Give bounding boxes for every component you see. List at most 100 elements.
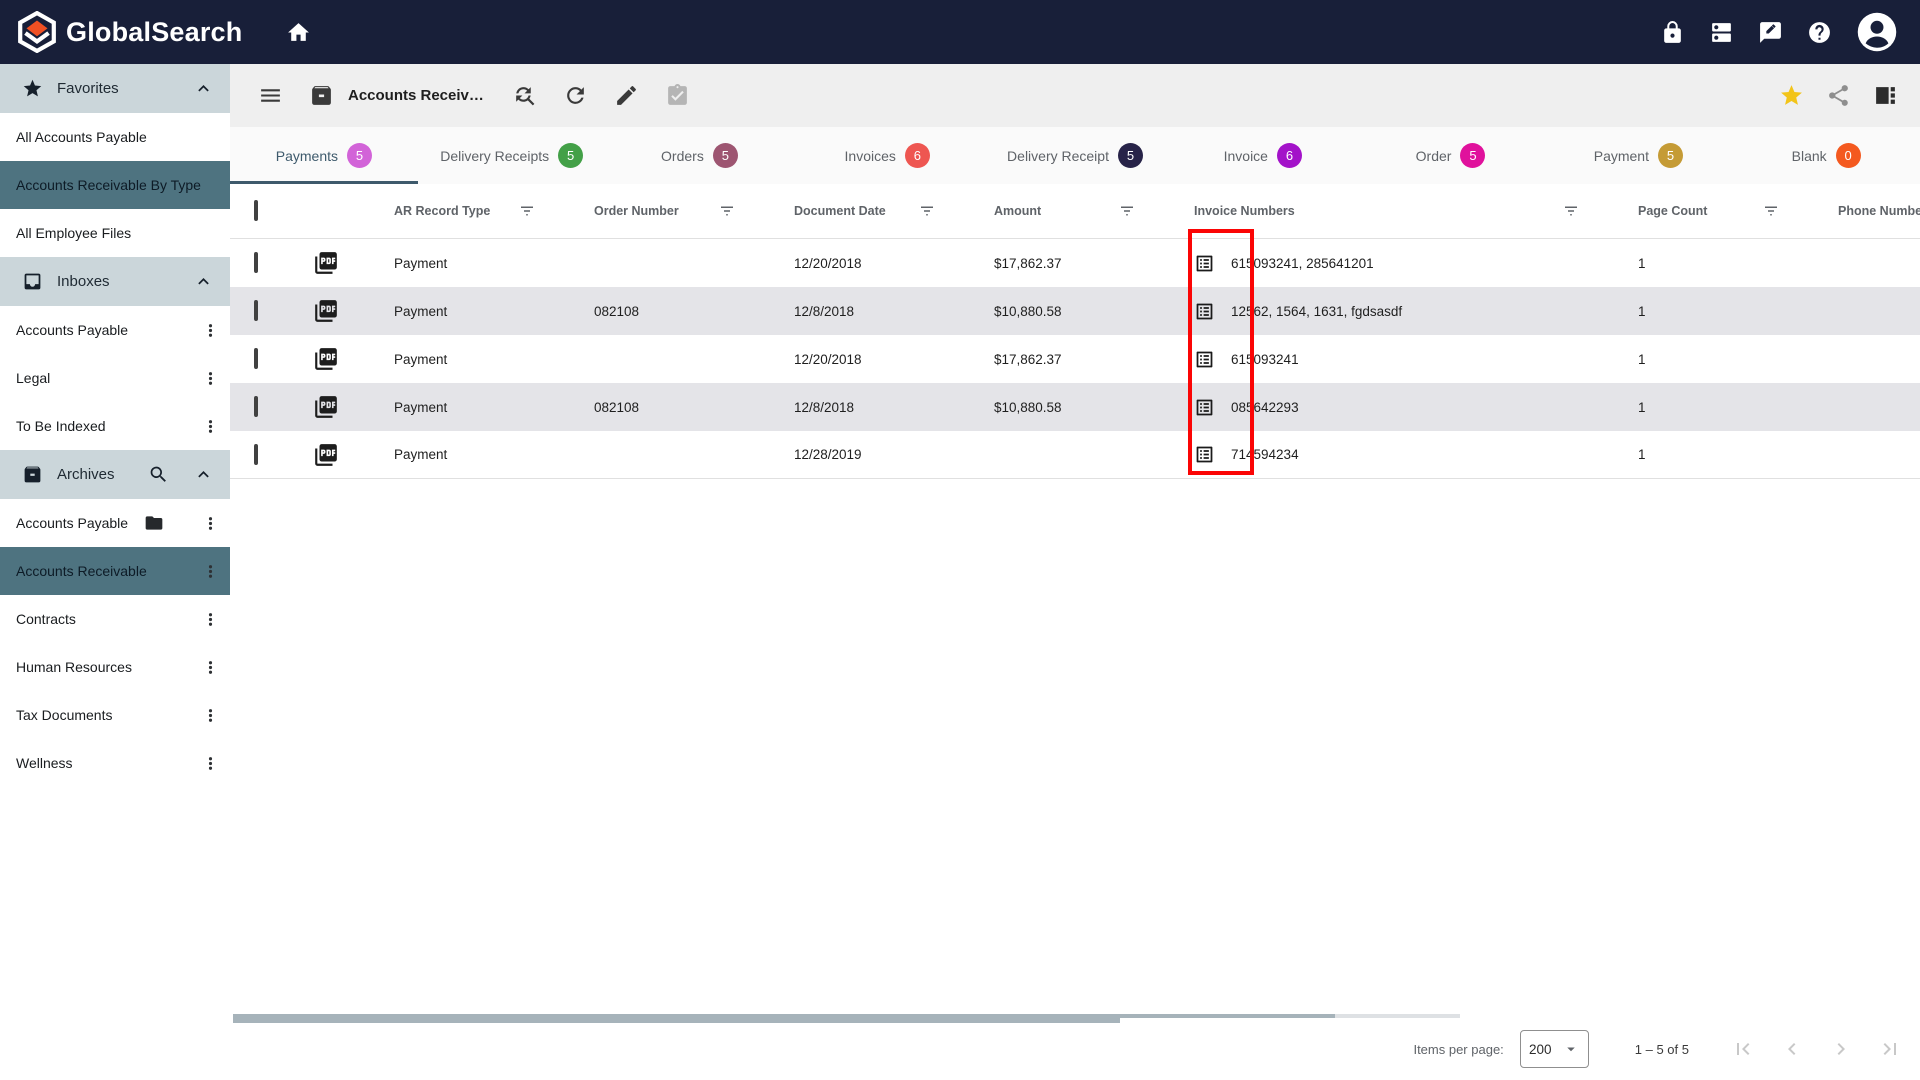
top-bar: GlobalSearch: [0, 0, 1920, 64]
count-badge: 5: [1657, 143, 1683, 168]
sidebar-item-inbox-legal[interactable]: Legal: [0, 354, 230, 402]
tab-payment[interactable]: Payment 5: [1544, 127, 1732, 184]
list-alt-icon[interactable]: [1194, 253, 1215, 274]
sidebar-item-inbox-to-be-indexed[interactable]: To Be Indexed: [0, 402, 230, 450]
sidebar-item-all-accounts-payable[interactable]: All Accounts Payable: [0, 113, 230, 161]
previous-page-icon[interactable]: [1780, 1037, 1804, 1061]
storage-icon[interactable]: [1709, 20, 1734, 45]
home-icon[interactable]: [286, 20, 311, 45]
row-checkbox[interactable]: [254, 443, 258, 465]
chevron-up-icon[interactable]: [193, 464, 214, 485]
sidebar-item-archive-accounts-payable[interactable]: Accounts Payable: [0, 499, 230, 547]
pdf-icon[interactable]: [313, 250, 339, 276]
page-size-select[interactable]: 200: [1519, 1030, 1589, 1068]
sidebar-item-all-employee-files[interactable]: All Employee Files: [0, 209, 230, 257]
row-checkbox[interactable]: [254, 252, 258, 273]
tab-delivery-receipts[interactable]: Delivery Receipts 5: [418, 127, 606, 184]
sidebar-item-accounts-receivable-by-type[interactable]: Accounts Receivable By Type: [0, 161, 230, 209]
filter-icon[interactable]: [1118, 202, 1136, 220]
next-page-icon[interactable]: [1829, 1037, 1853, 1061]
chevron-up-icon[interactable]: [193, 78, 214, 99]
sidebar-section-archives[interactable]: Archives: [0, 450, 230, 499]
edit-icon[interactable]: [614, 83, 639, 108]
pdf-icon[interactable]: [313, 346, 339, 372]
user-avatar[interactable]: [1856, 11, 1898, 53]
kebab-menu-icon[interactable]: [201, 514, 220, 533]
table-row[interactable]: Payment 082108 12/8/2018 $10,880.58 1256…: [230, 287, 1920, 335]
first-page-icon[interactable]: [1731, 1037, 1755, 1061]
row-checkbox[interactable]: [254, 300, 258, 321]
kebab-menu-icon[interactable]: [201, 658, 220, 677]
pdf-icon[interactable]: [313, 298, 339, 324]
scrollbar-thumb[interactable]: [233, 1014, 1335, 1023]
cell-document-date: 12/28/2019: [794, 447, 862, 462]
filter-icon[interactable]: [718, 202, 736, 220]
horizontal-scrollbar[interactable]: [233, 1014, 1460, 1023]
tab-order[interactable]: Order 5: [1357, 127, 1545, 184]
table-row[interactable]: Payment 12/20/2018 $17,862.37 615093241 …: [230, 335, 1920, 383]
count-badge: 0: [1835, 143, 1861, 168]
kebab-menu-icon[interactable]: [201, 369, 220, 388]
list-alt-icon[interactable]: [1194, 444, 1215, 465]
pdf-icon[interactable]: [313, 394, 339, 420]
row-checkbox[interactable]: [254, 396, 258, 417]
tab-invoices[interactable]: Invoices 6: [793, 127, 981, 184]
tab-orders[interactable]: Orders 5: [606, 127, 794, 184]
column-header[interactable]: Amount: [994, 204, 1042, 218]
find-again-icon[interactable]: [512, 83, 537, 108]
table-row[interactable]: Payment 12/20/2018 $17,862.37 615093241,…: [230, 239, 1920, 287]
menu-icon[interactable]: [258, 83, 283, 108]
search-icon[interactable]: [148, 464, 169, 485]
filter-icon[interactable]: [918, 202, 936, 220]
filter-icon[interactable]: [1562, 202, 1580, 220]
chevron-up-icon[interactable]: [193, 271, 214, 292]
table-row[interactable]: Payment 12/28/2019 714594234 1: [230, 431, 1920, 479]
kebab-menu-icon[interactable]: [201, 321, 220, 340]
kebab-menu-icon[interactable]: [201, 754, 220, 773]
row-checkbox[interactable]: [254, 348, 258, 369]
column-header[interactable]: Phone Number: [1838, 204, 1920, 218]
tab-payments[interactable]: Payments 5: [230, 127, 418, 184]
sidebar-section-favorites[interactable]: Favorites: [0, 64, 230, 113]
kebab-menu-icon[interactable]: [201, 610, 220, 629]
list-alt-icon[interactable]: [1194, 349, 1215, 370]
column-header[interactable]: Invoice Numbers: [1194, 204, 1295, 218]
feedback-icon[interactable]: [1758, 20, 1783, 45]
column-header[interactable]: Page Count: [1638, 204, 1708, 218]
sidebar-item-archive-human-resources[interactable]: Human Resources: [0, 643, 230, 691]
tab-invoice[interactable]: Invoice 6: [1169, 127, 1357, 184]
column-header[interactable]: Order Number: [594, 204, 679, 218]
sidebar-section-inboxes[interactable]: Inboxes: [0, 257, 230, 306]
refresh-icon[interactable]: [563, 83, 588, 108]
count-badge: 6: [904, 143, 930, 168]
sidebar-item-archive-contracts[interactable]: Contracts: [0, 595, 230, 643]
pdf-icon[interactable]: [313, 442, 339, 468]
sidebar-item-archive-wellness[interactable]: Wellness: [0, 739, 230, 787]
sidebar-item-inbox-accounts-payable[interactable]: Accounts Payable: [0, 306, 230, 354]
tab-blank[interactable]: Blank 0: [1732, 127, 1920, 184]
favorite-star-icon[interactable]: [1779, 83, 1804, 108]
archive-icon: [24, 466, 41, 483]
share-icon[interactable]: [1826, 83, 1851, 108]
list-alt-icon[interactable]: [1194, 397, 1215, 418]
sidebar-item-archive-tax-documents[interactable]: Tax Documents: [0, 691, 230, 739]
help-icon[interactable]: [1807, 20, 1832, 45]
list-alt-icon[interactable]: [1194, 301, 1215, 322]
kebab-menu-icon[interactable]: [201, 417, 220, 436]
filter-icon[interactable]: [518, 202, 536, 220]
view-column-icon[interactable]: [1873, 83, 1898, 108]
column-header[interactable]: AR Record Type: [394, 204, 491, 218]
filter-icon[interactable]: [1762, 202, 1780, 220]
tab-delivery-receipt[interactable]: Delivery Receipt 5: [981, 127, 1169, 184]
kebab-menu-icon[interactable]: [201, 706, 220, 725]
select-all-checkbox[interactable]: [254, 200, 258, 221]
cell-invoice-numbers: 615093241: [1231, 351, 1299, 367]
kebab-menu-icon[interactable]: [201, 562, 220, 581]
sidebar-item-archive-accounts-receivable[interactable]: Accounts Receivable: [0, 547, 230, 595]
column-header[interactable]: Document Date: [794, 204, 886, 218]
globalsearch-logo-icon: [18, 11, 56, 53]
last-page-icon[interactable]: [1878, 1037, 1902, 1061]
table-row[interactable]: Payment 082108 12/8/2018 $10,880.58 0856…: [230, 383, 1920, 431]
lock-icon[interactable]: [1660, 20, 1685, 45]
